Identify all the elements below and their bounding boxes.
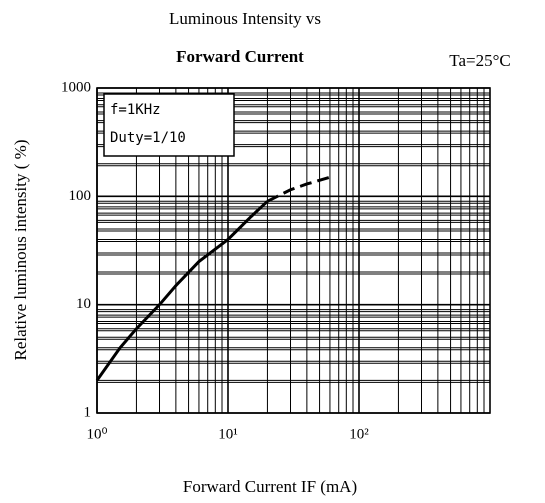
- x-tick-label: 10⁰: [86, 426, 107, 442]
- note-box: [103, 93, 235, 157]
- note: Duty=1/10: [110, 130, 186, 146]
- y-tick-label: 1: [84, 404, 92, 420]
- line-series: [266, 175, 331, 203]
- chart-title: Forward Current: [176, 47, 304, 66]
- chart-title: Luminous Intensity vs: [169, 9, 321, 28]
- x-axis-label: Forward Current IF (mA): [183, 477, 357, 496]
- y-tick-label: 10: [76, 296, 91, 312]
- line-series: [95, 200, 269, 382]
- x-tick-label: 10¹: [218, 426, 238, 442]
- note: f=1KHz: [110, 102, 161, 118]
- y-axis-label: Relative luminous intensity ( %): [11, 140, 30, 361]
- x-tick-label: 10²: [349, 426, 369, 442]
- y-tick-label: 1000: [61, 79, 91, 95]
- y-tick-label: 100: [69, 188, 92, 204]
- annotation: Ta=25°C: [449, 51, 510, 70]
